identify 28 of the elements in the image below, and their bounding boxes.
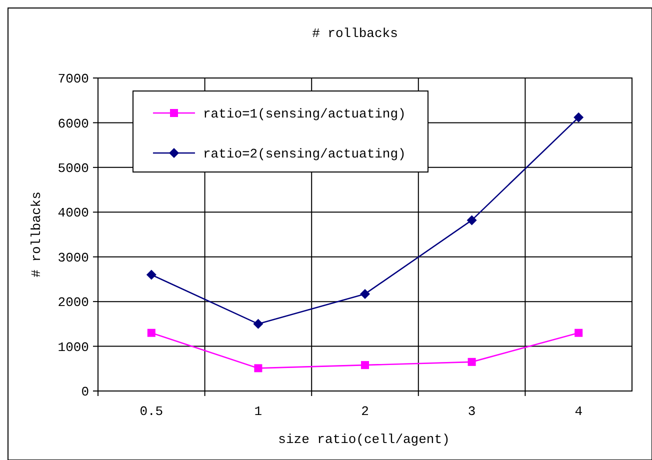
chart-title: # rollbacks <box>312 26 398 41</box>
point <box>253 318 264 329</box>
point <box>361 361 369 370</box>
point <box>574 328 583 337</box>
x-tick-label: 3 <box>468 404 476 419</box>
point <box>360 288 370 299</box>
x-tick-label: 1 <box>254 404 262 419</box>
legend-label: ratio=1(sensing/actuating) <box>203 106 406 122</box>
y-tick-label: 2000 <box>58 295 89 310</box>
point <box>146 270 156 280</box>
x-tick-label: 4 <box>574 404 583 419</box>
y-tick-label: 6000 <box>58 116 89 132</box>
point <box>466 215 477 226</box>
y-axis-title: # rollbacks <box>29 192 44 278</box>
x-tick-label: 2 <box>361 404 369 419</box>
point <box>574 112 584 122</box>
point <box>254 364 262 372</box>
point <box>147 328 156 337</box>
y-tick-label: 4000 <box>58 206 89 221</box>
y-tick-label: 3000 <box>58 250 89 266</box>
x-tick-label: 0.5 <box>140 404 164 419</box>
y-tick-label: 7000 <box>58 72 89 87</box>
x-axis-title: size ratio(cell/agent) <box>278 432 450 447</box>
y-tick-label: 5000 <box>58 160 89 176</box>
y-tick-label: 0 <box>81 384 89 400</box>
point <box>468 358 476 366</box>
legend-label: ratio=2(sensing/actuating) <box>203 146 406 162</box>
y-tick-label: 1000 <box>58 340 89 355</box>
